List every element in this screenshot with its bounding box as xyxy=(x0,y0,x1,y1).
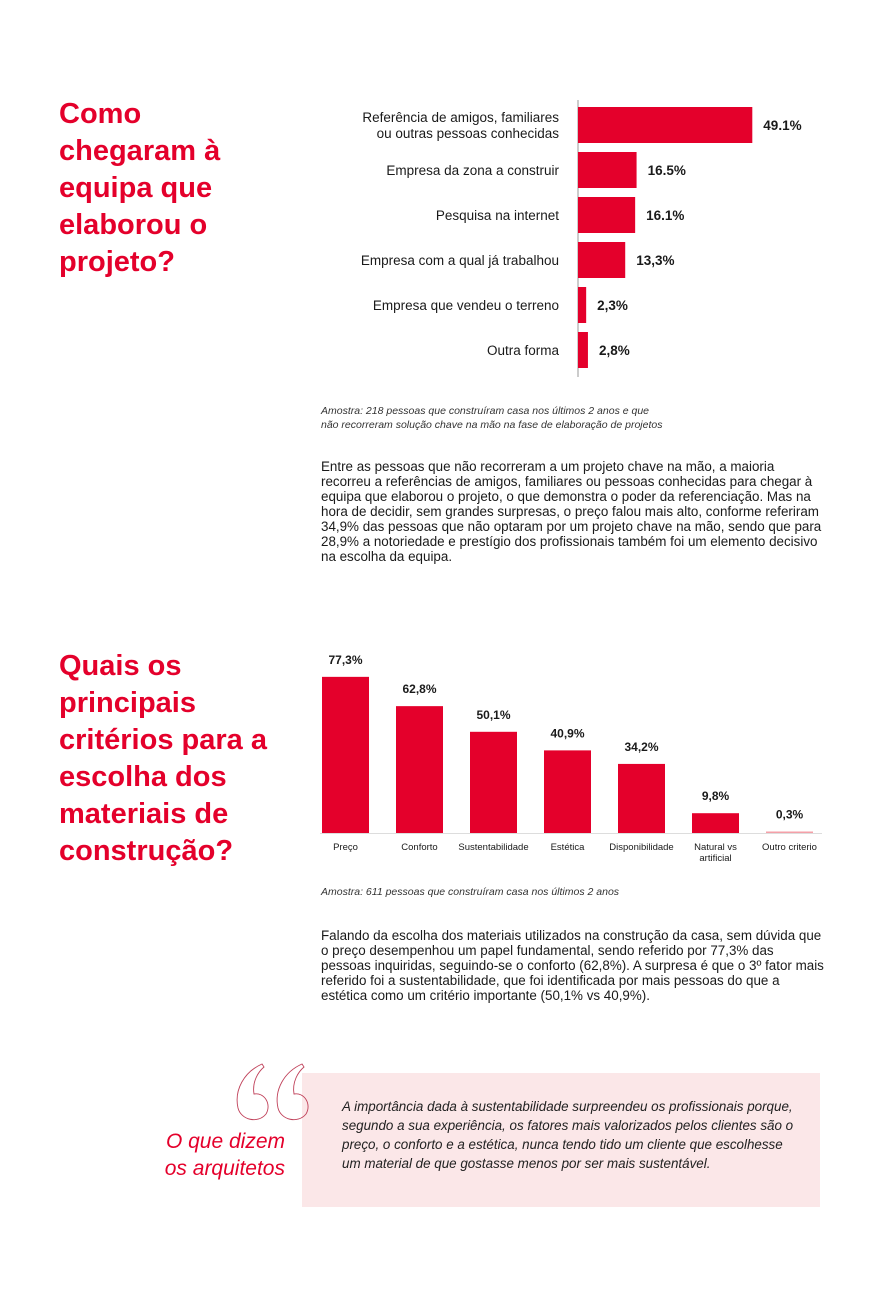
v-category-label: artificial xyxy=(699,853,731,864)
h-bar xyxy=(578,152,637,188)
h-bar-value: 2,3% xyxy=(597,298,628,313)
v-bar xyxy=(618,763,665,833)
h-bar-value: 2,8% xyxy=(599,343,630,358)
v-bar-value: 62,8% xyxy=(402,682,436,696)
h-category-label: Referência de amigos, familiares xyxy=(362,110,559,125)
h-category-label: Empresa da zona a construir xyxy=(386,163,559,178)
v-category-label: Sustentabilidade xyxy=(458,842,528,853)
h-bar xyxy=(578,197,636,233)
quote-text: A importância dada à sustentabilidade su… xyxy=(342,1099,794,1171)
section2-paragraph: Falando da escolha dos materiais utiliza… xyxy=(321,928,824,1003)
h-bar-value: 49.1% xyxy=(763,118,801,133)
h-category-label: ou outras pessoas conhecidas xyxy=(377,126,560,141)
v-bar-value: 50,1% xyxy=(476,708,510,722)
quote-title: O que dizem os arquitetos xyxy=(150,1128,285,1182)
h-bar xyxy=(578,332,588,368)
quote-title-line: O que dizem xyxy=(165,1130,285,1153)
h-bar xyxy=(578,242,626,278)
sample-note-1: Amostra: 218 pessoas que construíram cas… xyxy=(321,404,662,432)
quote-box xyxy=(302,1073,820,1207)
v-category-label: Natural vs xyxy=(694,842,737,853)
h-category-label: Pesquisa na internet xyxy=(436,208,559,223)
section1-title: Como chegaram à equipa que elaborou o pr… xyxy=(59,98,221,278)
v-bar xyxy=(692,813,739,833)
h-bar-value: 16.1% xyxy=(646,208,684,223)
v-bar xyxy=(470,731,517,833)
h-bar xyxy=(578,107,753,143)
v-category-label: Disponibilidade xyxy=(609,842,673,853)
v-bar-value: 77,3% xyxy=(328,653,362,667)
v-category-label: Estética xyxy=(551,842,586,853)
h-category-label: Empresa com a qual já trabalhou xyxy=(361,253,559,268)
v-bar xyxy=(766,831,813,833)
section2-title: Quais os principais critérios para a esc… xyxy=(59,650,267,867)
h-bar-value: 16.5% xyxy=(648,163,686,178)
v-bar-value: 40,9% xyxy=(550,726,584,740)
v-category-label: Preço xyxy=(333,842,358,853)
v-bar-value: 0,3% xyxy=(776,808,804,822)
quotation-mark-icon xyxy=(236,1063,309,1121)
v-bar xyxy=(544,750,591,833)
v-bar-value: 9,8% xyxy=(702,789,730,803)
h-bar-value: 13,3% xyxy=(636,253,674,268)
v-category-label: Outro criterio xyxy=(762,842,817,853)
v-bar-value: 34,2% xyxy=(624,740,658,754)
quote-title-line: os arquitetos xyxy=(164,1157,285,1180)
h-bar xyxy=(578,287,587,323)
sample-note-1-line: não recorreram solução chave na mão na f… xyxy=(321,419,663,431)
sample-note-2: Amostra: 611 pessoas que construíram cas… xyxy=(321,886,620,898)
h-category-label: Empresa que vendeu o terreno xyxy=(373,298,559,313)
v-category-label: Conforto xyxy=(401,842,437,853)
h-category-label: Outra forma xyxy=(487,343,560,358)
sample-note-1-line: Amostra: 218 pessoas que construíram cas… xyxy=(321,405,650,417)
v-bar xyxy=(322,676,369,833)
v-bar xyxy=(396,706,443,833)
section1-paragraph: Entre as pessoas que não recorreram a um… xyxy=(321,459,822,564)
